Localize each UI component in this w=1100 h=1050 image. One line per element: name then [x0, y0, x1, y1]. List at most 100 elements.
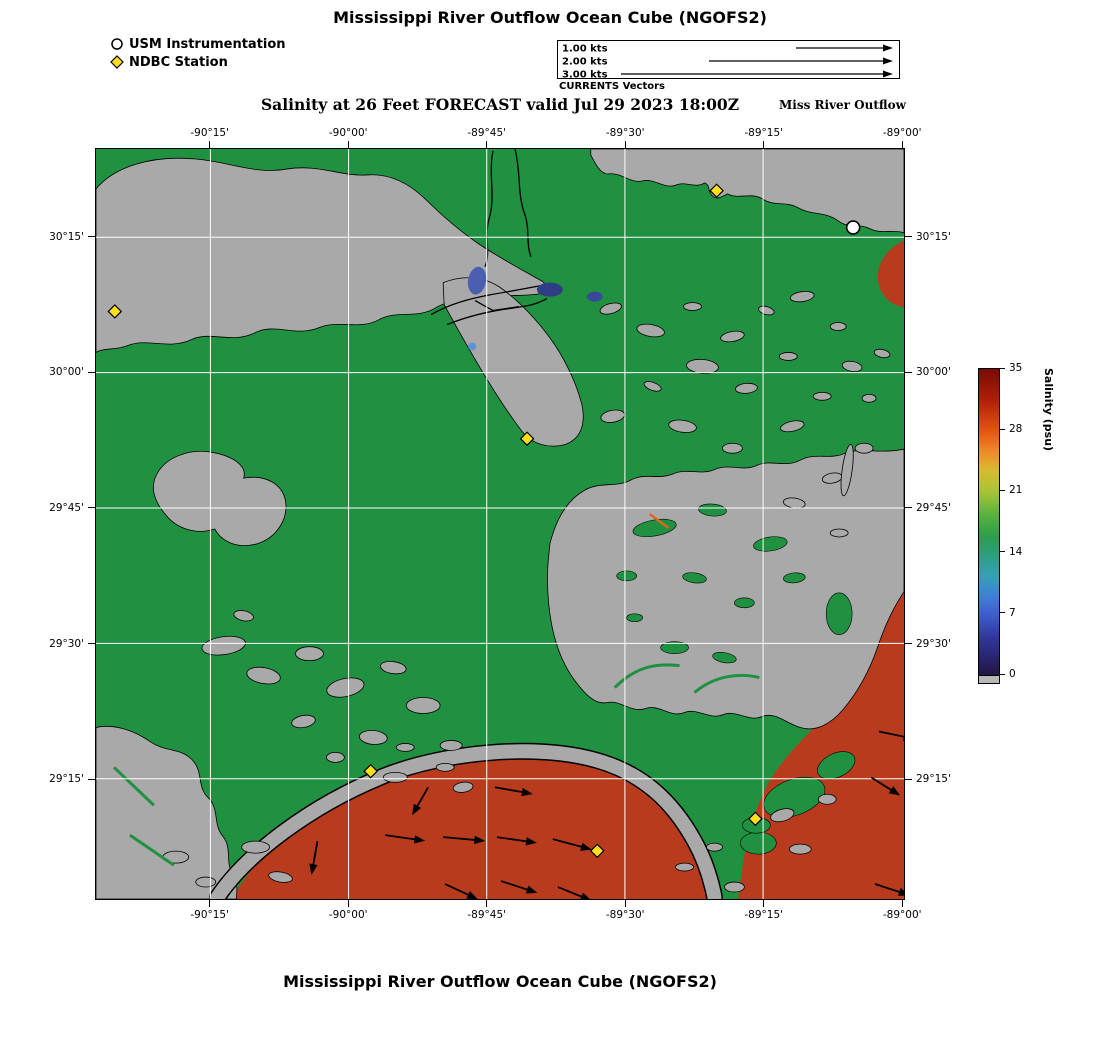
- axis-tick: [1000, 551, 1005, 553]
- axis-tick: [763, 900, 765, 907]
- axis-tick: [1000, 428, 1005, 430]
- marker-legend: USM Instrumentation NDBC Station: [110, 35, 286, 71]
- axis-tick-label: 29°45': [49, 501, 84, 514]
- low-salinity-patches: [467, 266, 603, 351]
- vector-scale-box: 1.00 kts 2.00 kts 3.00 kts: [557, 40, 900, 81]
- axis-tick-label: 29°15': [916, 773, 951, 786]
- current-vectors: [309, 730, 904, 899]
- axis-tick: [905, 507, 912, 509]
- land-gulf-coast-strip: [590, 149, 904, 234]
- figure-title-bottom: Mississippi River Outflow Ocean Cube (NG…: [283, 972, 717, 991]
- axis-tick: [1000, 489, 1005, 491]
- axis-tick: [1000, 367, 1005, 369]
- usm-legend-label: USM Instrumentation: [129, 36, 286, 52]
- axis-tick: [347, 900, 349, 907]
- ndbc-marker-icon: [110, 55, 124, 69]
- map-frame: [95, 148, 905, 900]
- usm-station-marker: [845, 220, 861, 235]
- axis-tick: [486, 141, 488, 148]
- vector-scale-graphic: 1.00 kts 2.00 kts 3.00 kts: [562, 44, 893, 81]
- axis-tick-label: 30°15': [916, 230, 951, 243]
- river-channels: [430, 149, 548, 326]
- axis-tick: [1000, 612, 1005, 614]
- orange-current-vector: [648, 513, 670, 529]
- axis-tick-label: -89°15': [744, 909, 784, 921]
- usm-marker-icon: [111, 38, 123, 50]
- axis-tick-label: -90°15': [190, 127, 229, 139]
- axis-tick-label: 35: [1009, 362, 1023, 374]
- ndbc-station-marker: [709, 183, 724, 199]
- axis-tick-label: 28: [1009, 423, 1023, 436]
- axis-tick-label: -90°00': [328, 909, 368, 921]
- colorbar-gradient: [979, 369, 999, 675]
- marsh-islets-ne: [599, 290, 891, 538]
- axis-tick: [901, 141, 903, 148]
- vector-scale-label: 3.00 kts: [562, 70, 608, 79]
- ndbc-station-marker: [748, 811, 763, 827]
- vector-scale-caption: CURRENTS Vectors: [559, 81, 666, 92]
- axis-tick-label: 14: [1009, 545, 1023, 558]
- axis-tick: [88, 507, 95, 509]
- gulf-red-band: [231, 753, 711, 899]
- axis-tick: [901, 900, 903, 907]
- land-mid-islands: [152, 450, 287, 546]
- ndbc-legend-row: NDBC Station: [110, 53, 286, 71]
- vector-scale-label: 1.00 kts: [562, 44, 608, 55]
- axis-tick: [624, 900, 626, 907]
- marsh-islets-sw: [162, 610, 474, 888]
- axis-tick: [905, 371, 912, 373]
- ndbc-legend-label: NDBC Station: [129, 54, 228, 70]
- outflow-label: Miss River Outflow: [779, 98, 906, 112]
- stations: [107, 183, 861, 859]
- colorbar: [978, 368, 1000, 684]
- axis-tick-label: -89°30': [605, 909, 645, 921]
- axis-tick: [88, 778, 95, 780]
- axis-tick-label: -89°30': [605, 127, 645, 139]
- land-delta-barrier-fill: [210, 744, 722, 899]
- axis-tick-label: 0: [1009, 668, 1016, 680]
- axis-tick: [88, 236, 95, 237]
- east-edge-red-patch: [877, 240, 904, 308]
- axis-tick-label: 21: [1009, 484, 1023, 497]
- usm-legend-row: USM Instrumentation: [110, 35, 286, 53]
- land-marsh-mass: [547, 448, 904, 730]
- axis-tick-label: 30°15': [49, 230, 84, 243]
- colorbar-label: Salinity (psu): [1042, 368, 1055, 452]
- axis-tick-label: -89°45': [467, 909, 507, 921]
- axis-tick: [209, 141, 211, 148]
- axis-tick-label: 7: [1009, 606, 1016, 619]
- axis-tick: [624, 141, 626, 148]
- axis-tick-label: 29°30': [916, 637, 951, 650]
- ndbc-station-marker: [519, 431, 535, 447]
- axis-tick: [347, 141, 349, 148]
- axis-tick-label: 29°45': [916, 501, 951, 514]
- axis-tick-label: -90°15': [190, 909, 229, 921]
- figure-title-top: Mississippi River Outflow Ocean Cube (NG…: [333, 8, 767, 27]
- axis-tick: [763, 141, 765, 148]
- salinity-map: [96, 149, 904, 899]
- axis-tick: [905, 778, 912, 780]
- axis-tick: [1000, 673, 1005, 675]
- axis-tick: [905, 236, 912, 237]
- axis-tick: [905, 643, 912, 645]
- axis-tick-label: -89°45': [467, 127, 507, 139]
- colorbar-underflow: [979, 675, 999, 683]
- ndbc-station-marker: [363, 763, 379, 779]
- axis-tick-label: 30°00': [916, 366, 951, 379]
- land-center-peninsula: [442, 277, 584, 447]
- axis-tick-label: 29°30': [49, 637, 84, 650]
- axis-tick: [486, 900, 488, 907]
- axis-tick-label: 30°00': [49, 366, 84, 379]
- axis-tick-label: -89°15': [744, 127, 784, 139]
- graticule: [96, 149, 904, 899]
- axis-tick: [209, 900, 211, 907]
- marsh-islets-se: [675, 793, 837, 893]
- axis-tick-label: -90°00': [328, 127, 368, 139]
- land-masses: [96, 149, 904, 899]
- axis-tick-label: -89°00': [882, 909, 922, 921]
- forecast-subtitle: Salinity at 26 Feet FORECAST valid Jul 2…: [260, 95, 740, 114]
- ndbc-station-marker: [589, 843, 605, 859]
- axis-tick-label: 29°15': [49, 773, 84, 786]
- vector-scale-label: 2.00 kts: [562, 57, 608, 68]
